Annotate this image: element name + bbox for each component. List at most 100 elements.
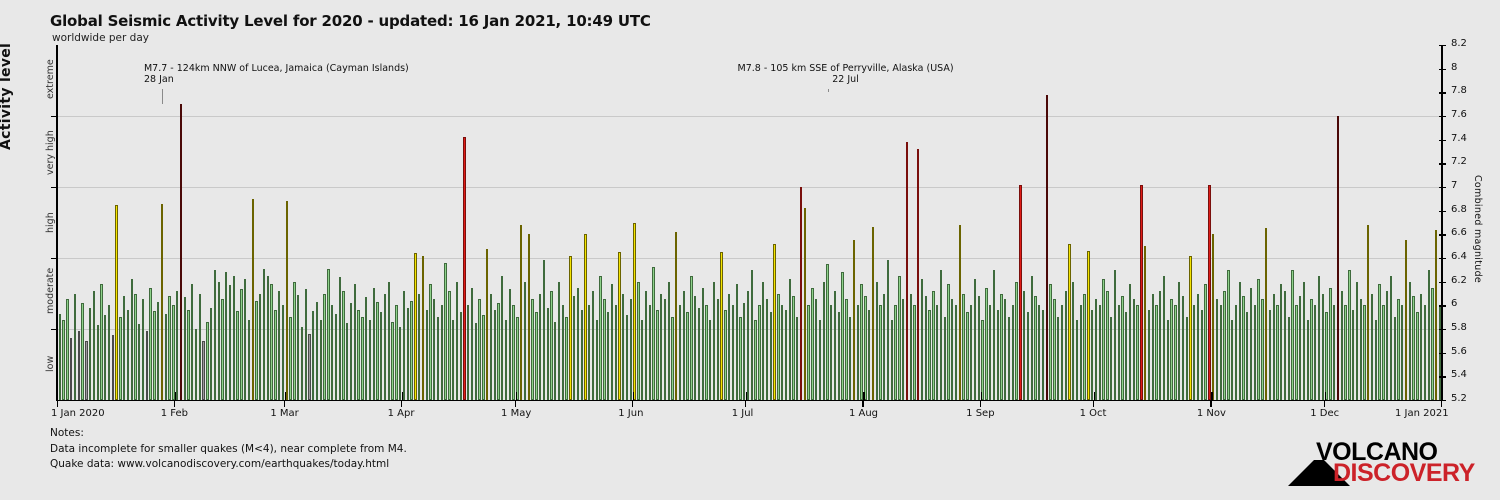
bar bbox=[1306, 319, 1309, 400]
bar bbox=[743, 302, 746, 400]
y-axis-category-label: low bbox=[45, 356, 56, 373]
bar bbox=[644, 291, 648, 400]
bar bbox=[531, 299, 534, 400]
bar bbox=[380, 312, 383, 400]
bar bbox=[123, 295, 126, 400]
bar bbox=[1049, 284, 1052, 400]
bar bbox=[293, 281, 296, 400]
bar bbox=[489, 293, 493, 400]
y-axis-category-label: very high bbox=[45, 130, 56, 175]
bar bbox=[758, 305, 761, 400]
bar bbox=[1022, 291, 1026, 400]
bar bbox=[1174, 305, 1177, 400]
y-axis-right-tick bbox=[1439, 234, 1446, 236]
bar bbox=[569, 255, 572, 400]
bar bbox=[1238, 281, 1241, 400]
bar bbox=[1181, 295, 1185, 400]
y-axis-right-tick-label: 5.6 bbox=[1451, 345, 1467, 357]
bar bbox=[191, 284, 194, 400]
y-axis-right-tick bbox=[1439, 305, 1446, 307]
bar bbox=[1382, 305, 1385, 400]
x-axis-inner-tick bbox=[980, 392, 982, 400]
bar bbox=[656, 310, 659, 400]
bar bbox=[973, 279, 977, 400]
bar bbox=[970, 305, 973, 400]
bar bbox=[686, 312, 689, 400]
x-axis-tick bbox=[1441, 401, 1443, 407]
bar bbox=[690, 275, 693, 400]
bar bbox=[202, 340, 205, 400]
bar bbox=[1283, 291, 1287, 400]
bar bbox=[1083, 293, 1086, 400]
bar bbox=[867, 310, 871, 400]
bar bbox=[372, 287, 375, 400]
bar bbox=[357, 310, 360, 400]
bar bbox=[985, 287, 988, 400]
bar bbox=[501, 275, 504, 400]
bar bbox=[278, 291, 281, 400]
bar bbox=[512, 305, 515, 400]
y-axis-right-tick-label: 8 bbox=[1451, 61, 1458, 73]
x-axis-tick bbox=[862, 401, 864, 407]
bar bbox=[440, 305, 443, 400]
bar bbox=[285, 201, 288, 400]
y-axis-left-tick bbox=[51, 116, 57, 118]
bar bbox=[417, 293, 421, 400]
bar bbox=[815, 299, 818, 400]
bar bbox=[954, 305, 958, 400]
bar bbox=[77, 331, 80, 400]
bar bbox=[58, 313, 62, 400]
bar bbox=[1147, 310, 1151, 400]
bar bbox=[66, 299, 69, 400]
annotation-date: 22 Jul bbox=[832, 74, 859, 85]
bar bbox=[1011, 305, 1014, 400]
bar bbox=[614, 305, 617, 400]
bar bbox=[830, 305, 833, 400]
bar bbox=[1132, 299, 1135, 400]
bar bbox=[731, 305, 735, 400]
bar bbox=[746, 291, 750, 400]
bar bbox=[1227, 269, 1230, 400]
bar bbox=[542, 260, 546, 400]
bar bbox=[399, 326, 402, 400]
bar bbox=[773, 243, 776, 400]
y-axis-right-tick-label: 6.2 bbox=[1451, 274, 1467, 286]
bar bbox=[1333, 305, 1336, 400]
bar bbox=[637, 281, 640, 400]
bar bbox=[523, 281, 527, 400]
bar bbox=[1329, 287, 1332, 400]
bar bbox=[1363, 305, 1366, 400]
bar bbox=[1431, 287, 1434, 400]
bar bbox=[1215, 299, 1219, 400]
bar bbox=[334, 313, 338, 400]
bar bbox=[134, 293, 137, 400]
bar bbox=[784, 310, 788, 400]
bar bbox=[1015, 281, 1018, 400]
bar bbox=[675, 231, 678, 400]
y-axis-right-tick-label: 6 bbox=[1451, 298, 1458, 310]
bar bbox=[557, 281, 561, 400]
bar bbox=[1151, 293, 1154, 400]
y-axis-category-label: high bbox=[45, 212, 56, 233]
x-axis-tick bbox=[514, 401, 516, 407]
volcano-discovery-logo[interactable]: VOLCANO DISCOVERY bbox=[1288, 438, 1475, 487]
bar bbox=[259, 293, 262, 400]
bar bbox=[584, 234, 587, 400]
y-axis-right-tick bbox=[1439, 116, 1446, 118]
bar bbox=[886, 260, 890, 400]
bar bbox=[546, 307, 549, 400]
bar bbox=[1374, 319, 1377, 400]
bar bbox=[807, 305, 810, 400]
bar bbox=[826, 263, 829, 400]
bar bbox=[1317, 275, 1321, 400]
bar bbox=[818, 319, 822, 400]
bar bbox=[96, 325, 99, 400]
bar bbox=[319, 319, 322, 400]
earthquake-annotation: M7.8 - 105 km SSE of Perryville, Alaska … bbox=[738, 63, 954, 85]
bar bbox=[1423, 305, 1427, 400]
bar bbox=[1412, 295, 1415, 400]
bar bbox=[1185, 317, 1188, 400]
bar bbox=[735, 284, 738, 400]
bar bbox=[100, 284, 103, 400]
bar bbox=[1435, 229, 1438, 400]
